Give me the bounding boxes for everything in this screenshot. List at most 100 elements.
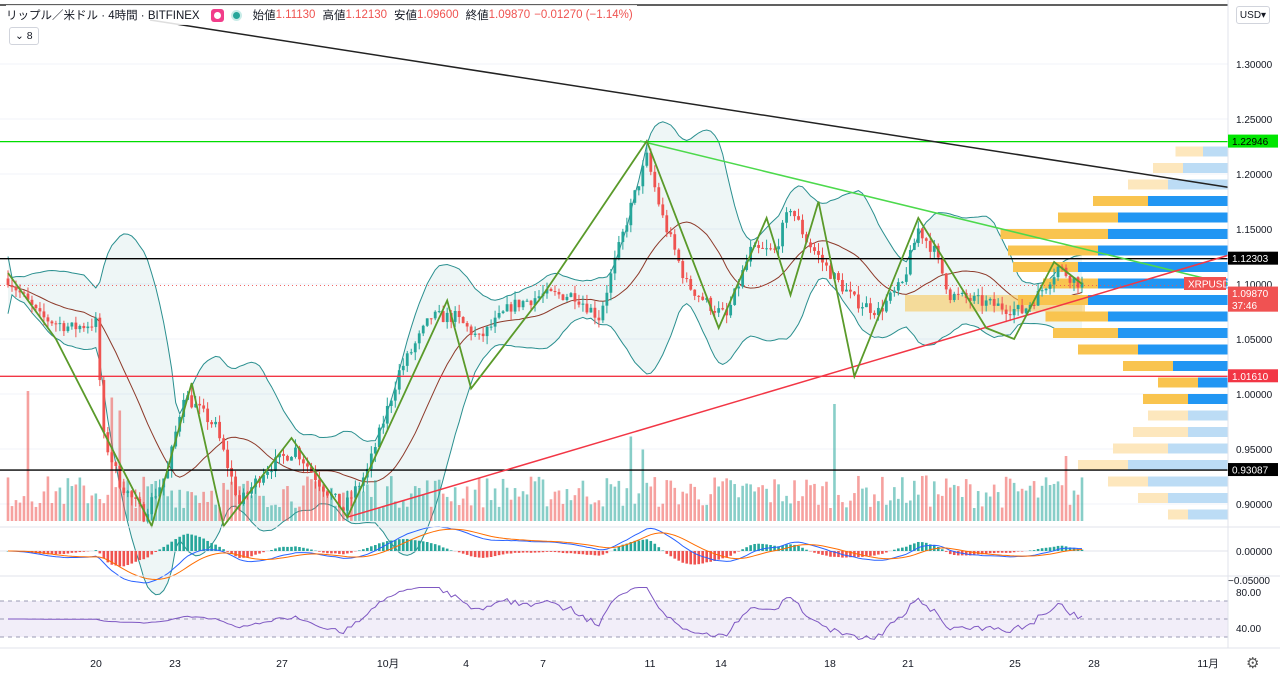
candle-body	[944, 273, 948, 290]
macd-hist	[310, 549, 313, 551]
candle-body	[38, 308, 42, 312]
candle-body	[453, 310, 457, 322]
volume-bar	[326, 490, 329, 521]
volume-bar	[777, 484, 780, 521]
volume-bar	[521, 491, 525, 521]
indicators-toggle[interactable]: ⌄ 8	[9, 27, 39, 45]
alert-icon[interactable]	[210, 8, 224, 22]
candle-body	[22, 292, 26, 294]
gear-icon[interactable]: ⚙	[1246, 655, 1260, 672]
bollinger-bands	[7, 121, 1083, 596]
volume-bar	[545, 506, 549, 521]
candle-body	[286, 455, 289, 461]
volume-bar	[457, 505, 461, 521]
x-tick-label: 14	[715, 658, 727, 670]
macd-hist	[781, 545, 784, 551]
volume-bar	[833, 404, 836, 521]
macd-hist	[358, 550, 361, 551]
volume-bar	[362, 491, 365, 521]
profile-sell	[1175, 146, 1203, 157]
candle-body	[70, 322, 74, 327]
macd-hist	[218, 546, 221, 551]
macd-hist	[162, 546, 166, 551]
candle-body	[242, 492, 245, 505]
macd-hist	[745, 547, 748, 551]
macd-hist	[817, 551, 820, 554]
volume-bar	[314, 481, 317, 521]
x-tick-label: 23	[169, 658, 181, 670]
candle-body	[1076, 277, 1080, 288]
macd-hist	[825, 551, 828, 556]
macd-hist	[114, 551, 118, 566]
macd-hist	[445, 548, 449, 551]
macd-hist	[613, 548, 617, 551]
macd-hist	[230, 551, 233, 554]
volume-bar	[6, 477, 10, 521]
candle-body	[421, 325, 425, 334]
macd-hist	[226, 551, 229, 552]
macd-hist	[465, 551, 469, 555]
volume-bar	[38, 502, 42, 521]
candle-body	[114, 462, 118, 467]
macd-hist	[605, 551, 609, 554]
volume-bar	[996, 492, 1000, 521]
volume-bar	[1024, 490, 1028, 521]
candle-body	[880, 307, 884, 312]
chart-legend: リップル／米ドル · 4時間 · BITFINEX 始値 1.11130 高値 1.…	[6, 5, 637, 25]
volume-bar	[1060, 485, 1064, 521]
macd-hist	[621, 544, 625, 551]
candle-body	[693, 289, 697, 296]
candle-body	[333, 493, 337, 495]
volume-bar	[489, 500, 493, 521]
volume-bar	[773, 479, 776, 521]
macd-hist	[302, 547, 305, 551]
volume-bar	[254, 478, 257, 521]
macd-hist	[278, 547, 281, 551]
volume-bar	[705, 504, 708, 521]
macd-hist	[529, 551, 533, 553]
volume-bar	[837, 494, 840, 521]
volume-bar	[713, 477, 716, 521]
volume-bar	[932, 481, 936, 521]
candle-body	[254, 478, 257, 488]
volume-bar	[920, 475, 924, 521]
macd-hist	[737, 551, 740, 552]
volume-bar	[745, 483, 748, 521]
candle-body	[246, 492, 249, 494]
volume-bar	[781, 501, 784, 521]
profile-buy	[1078, 262, 1228, 272]
macd-hist	[405, 538, 409, 551]
symbol-title[interactable]: リップル／米ドル · 4時間 · BITFINEX	[6, 10, 200, 22]
volume-bar	[425, 480, 429, 521]
y-tick-label: 0.95000	[1236, 445, 1273, 456]
candle-body	[900, 281, 904, 283]
macd-hist	[601, 551, 605, 555]
macd-hist	[78, 551, 82, 553]
volume-bar	[685, 493, 689, 521]
candle-body	[805, 234, 808, 243]
macd-hist	[1056, 545, 1060, 551]
volume-bar	[445, 496, 449, 521]
macd-hist	[469, 551, 473, 557]
candle-body	[888, 292, 892, 301]
candle-body	[50, 321, 54, 324]
volume-bar	[174, 507, 177, 521]
macd-hist	[54, 551, 58, 555]
candle-body	[932, 245, 936, 252]
candle-body	[633, 190, 637, 203]
market-status-icon	[230, 9, 242, 21]
macd-hist	[262, 551, 265, 553]
time-axis: 20 23 27 10月 4 7 11 14 18 21 25 28 11月	[90, 658, 1219, 670]
volume-bar	[1028, 485, 1032, 521]
volume-bar	[206, 501, 209, 521]
macd-hist	[182, 534, 185, 551]
x-tick-label: 11	[645, 658, 656, 670]
currency-selector[interactable]: USD ▾	[1236, 6, 1270, 24]
candle-body	[725, 309, 729, 316]
macd-hist	[286, 546, 289, 551]
volume-bar	[877, 501, 880, 521]
candle-body	[525, 300, 529, 302]
macd-hist	[70, 551, 74, 553]
macd-hist	[729, 551, 732, 556]
